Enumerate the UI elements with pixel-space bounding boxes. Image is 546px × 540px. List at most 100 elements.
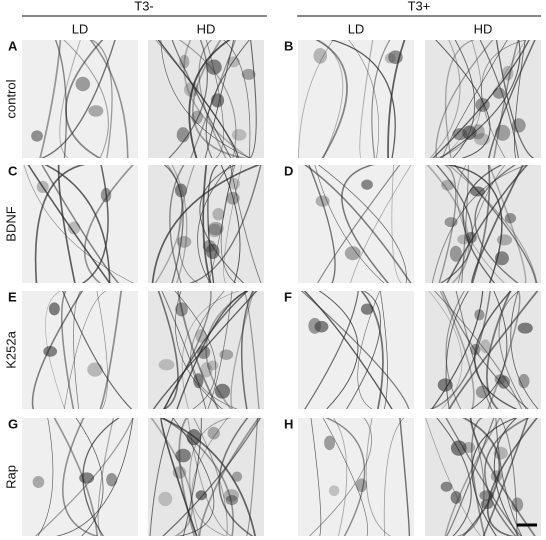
cell-body [197, 345, 211, 360]
neurite [175, 291, 223, 409]
neurite [444, 40, 476, 158]
neurite [445, 418, 523, 536]
cell-body [495, 124, 511, 141]
neurite [149, 418, 174, 536]
neurite [243, 291, 260, 409]
neurite [435, 40, 494, 158]
neurite [435, 165, 474, 283]
cell-body [474, 309, 485, 321]
neurite [192, 40, 249, 158]
neurite [174, 291, 217, 409]
neurite [456, 418, 485, 536]
neurite [387, 40, 406, 158]
neurite [160, 418, 198, 536]
cell-body [223, 489, 240, 502]
neurite [461, 418, 501, 536]
neurite [152, 291, 258, 409]
neurite [510, 291, 539, 409]
micrograph [425, 418, 541, 536]
cell-body [449, 245, 462, 262]
neurite [499, 418, 518, 536]
neurite [474, 165, 519, 283]
cell-body [444, 217, 458, 228]
cell-body [207, 223, 222, 238]
cell-body [437, 378, 453, 392]
neurite [189, 418, 232, 536]
neurite [391, 165, 402, 283]
neurite [471, 165, 491, 283]
neurite [171, 165, 188, 283]
cell-body [361, 179, 373, 190]
cell-body [106, 472, 118, 487]
cell-body [462, 441, 476, 453]
neurite [163, 291, 249, 409]
cell-body [212, 208, 225, 221]
cell-body [88, 105, 104, 117]
neurite [442, 40, 508, 158]
cell-body [314, 320, 329, 333]
neurite [183, 40, 251, 158]
neurite [310, 418, 322, 536]
neurite [488, 165, 527, 283]
neurite [96, 291, 108, 409]
neurite [63, 40, 109, 158]
neurite [205, 40, 250, 158]
panel-letter: E [8, 289, 17, 304]
neurite [425, 418, 481, 536]
cell-body [480, 339, 491, 354]
neurite [429, 40, 461, 158]
neurite [303, 165, 412, 283]
neurite [62, 291, 133, 409]
neurite [99, 291, 123, 409]
neurite [59, 40, 81, 158]
micrograph [298, 40, 414, 158]
neurite [218, 418, 254, 536]
neurite [457, 165, 506, 283]
neurite [44, 165, 111, 283]
neurite [481, 40, 528, 158]
neurite [318, 165, 407, 283]
panel-letter: G [8, 416, 18, 431]
micrograph [425, 40, 541, 158]
neurite [197, 165, 231, 283]
neurite [431, 165, 530, 283]
cell-body [384, 53, 396, 64]
neurite [188, 40, 231, 158]
cell-body [360, 303, 374, 315]
neurite [63, 291, 107, 409]
neurite [470, 291, 508, 409]
neurite [474, 291, 518, 409]
neurite [204, 40, 235, 158]
micrograph [148, 40, 264, 158]
panel-letter: B [284, 38, 293, 53]
cell-body [179, 54, 190, 69]
neurite [429, 291, 491, 409]
neurite [487, 291, 521, 409]
neurite [498, 291, 527, 409]
neurite [161, 291, 207, 409]
column-label: HD [474, 21, 493, 36]
cell-body [175, 448, 191, 463]
cell-body [195, 490, 207, 501]
neurite [172, 418, 215, 536]
neurite [470, 418, 536, 536]
neurite [324, 418, 366, 536]
neurite [479, 40, 519, 158]
cell-body [452, 128, 468, 141]
cell-body [206, 59, 222, 75]
neurite [486, 291, 512, 409]
neurite [191, 418, 229, 536]
neurite [513, 40, 526, 158]
neurite [314, 165, 385, 283]
column-label: HD [197, 21, 216, 36]
micrograph [148, 291, 264, 409]
neurite [360, 291, 384, 409]
neurite [27, 165, 111, 283]
cell-body [158, 359, 175, 371]
neurite [75, 418, 104, 536]
neurite [448, 165, 538, 283]
neurite [322, 418, 368, 536]
neurite [461, 165, 469, 283]
neurite [315, 40, 348, 158]
neurite [55, 418, 134, 536]
